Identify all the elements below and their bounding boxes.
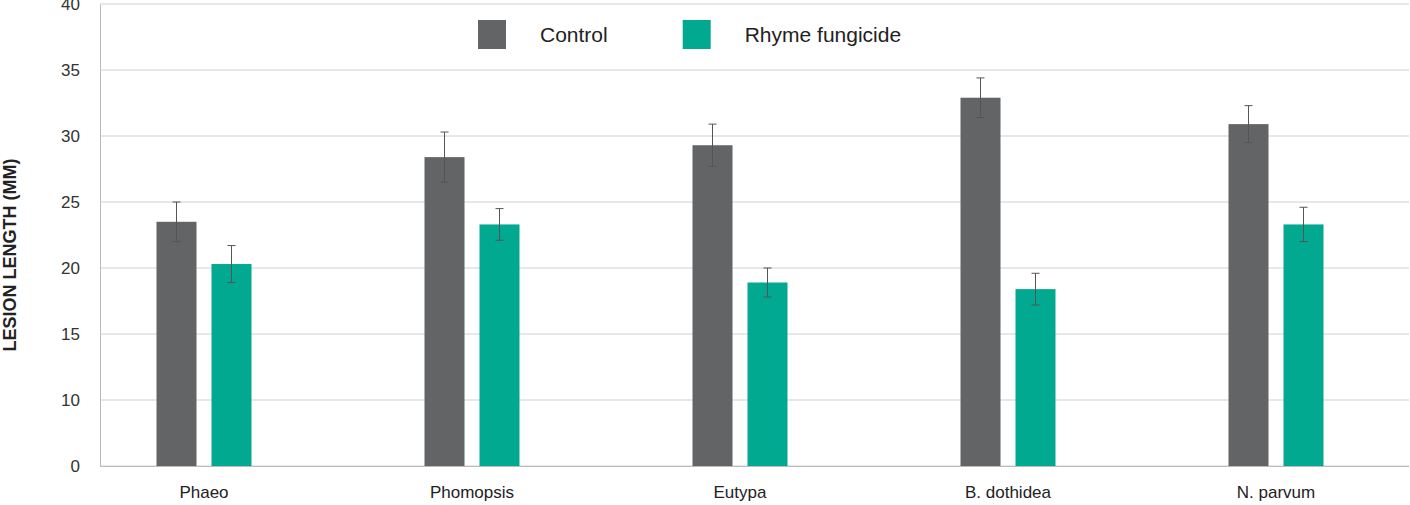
y-tick: 0 bbox=[71, 457, 100, 476]
error-cap bbox=[1032, 304, 1040, 305]
x-tick: Phomopsis bbox=[430, 466, 514, 502]
error-cap bbox=[977, 117, 985, 118]
x-tick: B. dothidea bbox=[965, 466, 1052, 502]
y-tick-label: 30 bbox=[61, 127, 80, 146]
bar bbox=[425, 157, 465, 466]
error-cap bbox=[441, 182, 449, 183]
error-bar bbox=[1300, 207, 1308, 241]
error-cap bbox=[173, 202, 181, 203]
y-tick: 10 bbox=[61, 391, 100, 410]
y-tick-label: 35 bbox=[61, 61, 80, 80]
x-axis-line bbox=[100, 466, 1409, 467]
error-cap bbox=[709, 166, 717, 167]
error-bar bbox=[709, 124, 717, 166]
error-cap bbox=[228, 245, 236, 246]
x-tick-label: B. dothidea bbox=[965, 483, 1052, 502]
grid-line bbox=[100, 202, 1409, 203]
y-tick-label: 10 bbox=[61, 391, 80, 410]
bar bbox=[212, 264, 252, 466]
error-stem bbox=[231, 246, 232, 283]
error-cap bbox=[173, 241, 181, 242]
error-stem bbox=[1035, 273, 1036, 305]
y-tick-label: 40 bbox=[61, 0, 80, 14]
error-cap bbox=[496, 208, 504, 209]
x-tick: N. parvum bbox=[1237, 466, 1315, 502]
error-cap bbox=[764, 297, 772, 298]
legend: Control Rhyme fungicide bbox=[478, 20, 901, 49]
bar bbox=[1016, 289, 1056, 466]
error-stem bbox=[1248, 106, 1249, 143]
error-cap bbox=[1245, 105, 1253, 106]
x-tick: Phaeo bbox=[179, 466, 228, 502]
error-cap bbox=[1245, 142, 1253, 143]
bar bbox=[693, 145, 733, 466]
error-bar bbox=[228, 246, 236, 283]
error-cap bbox=[441, 132, 449, 133]
error-stem bbox=[1303, 207, 1304, 241]
error-stem bbox=[767, 268, 768, 297]
grid bbox=[100, 4, 1409, 466]
grid-line bbox=[100, 268, 1409, 269]
bar bbox=[748, 283, 788, 466]
bar bbox=[1284, 224, 1324, 466]
y-axis: 0 10 15 20 25 30 35 40 bbox=[61, 0, 100, 476]
error-cap bbox=[764, 268, 772, 269]
x-tick-label: Eutypa bbox=[714, 483, 767, 502]
error-bar bbox=[1245, 106, 1253, 143]
y-tick-label: 0 bbox=[71, 457, 80, 476]
error-bar bbox=[441, 132, 449, 182]
y-tick: 40 bbox=[61, 0, 100, 14]
error-cap bbox=[1300, 207, 1308, 208]
y-tick: 15 bbox=[61, 325, 100, 344]
grid-line bbox=[100, 4, 1409, 5]
y-tick: 35 bbox=[61, 61, 100, 80]
error-cap bbox=[1032, 273, 1040, 274]
error-stem bbox=[444, 132, 445, 182]
error-stem bbox=[176, 202, 177, 242]
error-cap bbox=[709, 124, 717, 125]
y-axis-line bbox=[100, 5, 101, 467]
error-stem bbox=[712, 124, 713, 166]
error-bar bbox=[173, 202, 181, 242]
y-tick-label: 20 bbox=[61, 259, 80, 278]
plot-area bbox=[157, 78, 1324, 466]
bar bbox=[961, 98, 1001, 466]
error-bar bbox=[1032, 273, 1040, 305]
error-bar bbox=[977, 78, 985, 118]
y-axis-title: LESION LENGTH (MM) bbox=[0, 159, 20, 352]
x-tick: Eutypa bbox=[714, 466, 767, 502]
error-cap bbox=[1300, 241, 1308, 242]
error-bar bbox=[496, 209, 504, 241]
x-axis: Phaeo Phomopsis Eutypa B. dothidea N. parvum bbox=[100, 466, 1409, 502]
legend-swatch bbox=[478, 20, 506, 49]
error-stem bbox=[980, 78, 981, 118]
error-bar bbox=[764, 268, 772, 297]
x-tick-label: Phomopsis bbox=[430, 483, 514, 502]
legend-label: Rhyme fungicide bbox=[745, 23, 901, 46]
chart: 0 10 15 20 25 30 35 40 Phaeo Phomopsis Eutypa B. do… bbox=[0, 0, 1410, 505]
bar bbox=[1229, 124, 1269, 466]
legend-swatch bbox=[683, 20, 711, 49]
legend-label: Control bbox=[540, 23, 608, 46]
y-tick-label: 25 bbox=[61, 193, 80, 212]
y-tick: 25 bbox=[61, 193, 100, 212]
y-tick-label: 15 bbox=[61, 325, 80, 344]
series bbox=[212, 207, 1324, 466]
grid-line bbox=[100, 136, 1409, 137]
error-cap bbox=[228, 282, 236, 283]
error-stem bbox=[499, 209, 500, 241]
bar bbox=[157, 222, 197, 466]
bar bbox=[480, 224, 520, 466]
x-tick-label: N. parvum bbox=[1237, 483, 1315, 502]
y-tick: 20 bbox=[61, 259, 100, 278]
grid-line bbox=[100, 70, 1409, 71]
y-tick: 30 bbox=[61, 127, 100, 146]
series bbox=[157, 78, 1269, 466]
error-cap bbox=[496, 240, 504, 241]
x-tick-label: Phaeo bbox=[179, 483, 228, 502]
error-cap bbox=[977, 77, 985, 78]
